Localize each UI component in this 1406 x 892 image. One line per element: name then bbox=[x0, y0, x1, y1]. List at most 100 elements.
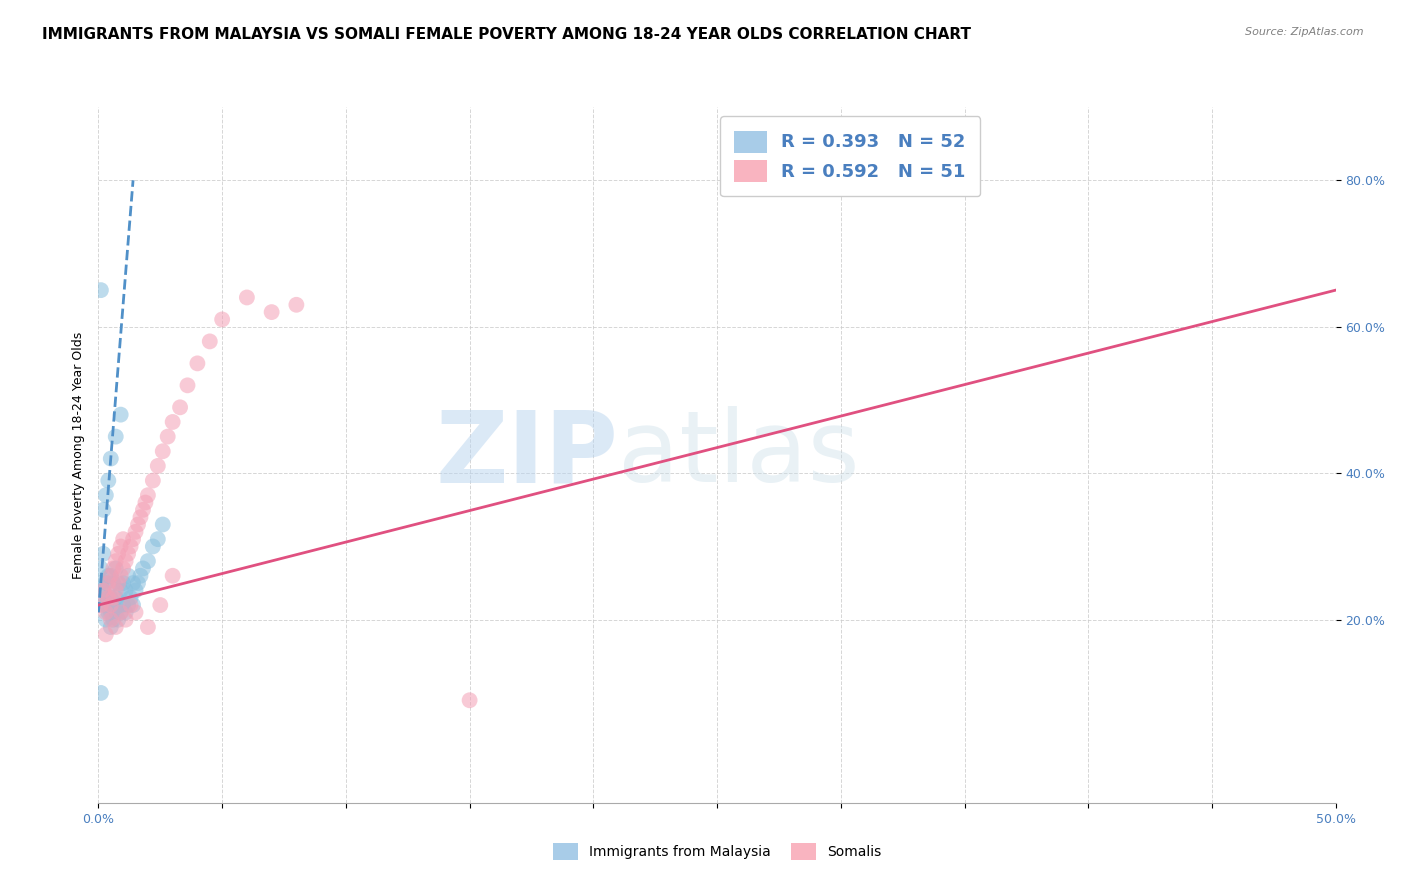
Point bbox=[97, 591, 120, 605]
Point bbox=[100, 620, 122, 634]
Point bbox=[94, 488, 117, 502]
Point bbox=[93, 583, 115, 598]
Point bbox=[94, 576, 117, 591]
Point bbox=[100, 591, 122, 605]
Point bbox=[104, 554, 127, 568]
Point bbox=[120, 591, 142, 605]
Point bbox=[152, 517, 174, 532]
Point bbox=[122, 576, 145, 591]
Point bbox=[176, 378, 198, 392]
Point bbox=[211, 312, 233, 326]
Point bbox=[127, 576, 149, 591]
Point bbox=[198, 334, 221, 349]
Point bbox=[236, 290, 259, 304]
Point bbox=[134, 495, 156, 509]
Point bbox=[97, 591, 120, 605]
Point bbox=[104, 429, 127, 443]
Point bbox=[162, 568, 184, 582]
Point bbox=[93, 583, 115, 598]
Point bbox=[103, 613, 125, 627]
Point bbox=[90, 598, 112, 612]
Point bbox=[100, 606, 122, 620]
Point bbox=[100, 568, 122, 582]
Point bbox=[122, 598, 145, 612]
Point bbox=[110, 408, 132, 422]
Point bbox=[90, 686, 112, 700]
Point bbox=[93, 547, 115, 561]
Point bbox=[104, 583, 127, 598]
Point bbox=[114, 554, 136, 568]
Point bbox=[107, 576, 129, 591]
Point bbox=[103, 591, 125, 605]
Y-axis label: Female Poverty Among 18-24 Year Olds: Female Poverty Among 18-24 Year Olds bbox=[72, 331, 84, 579]
Point bbox=[152, 444, 174, 458]
Point bbox=[124, 606, 146, 620]
Point bbox=[104, 561, 127, 575]
Point bbox=[136, 620, 159, 634]
Point bbox=[132, 503, 155, 517]
Point bbox=[107, 613, 129, 627]
Point bbox=[112, 576, 135, 591]
Point bbox=[94, 591, 117, 605]
Point bbox=[136, 488, 159, 502]
Point bbox=[162, 415, 184, 429]
Point bbox=[104, 606, 127, 620]
Point bbox=[97, 576, 120, 591]
Point bbox=[146, 532, 169, 546]
Point bbox=[260, 305, 283, 319]
Point bbox=[97, 568, 120, 582]
Point bbox=[90, 576, 112, 591]
Point bbox=[110, 583, 132, 598]
Legend: Immigrants from Malaysia, Somalis: Immigrants from Malaysia, Somalis bbox=[547, 838, 887, 865]
Point bbox=[93, 503, 115, 517]
Point bbox=[124, 524, 146, 539]
Text: ZIP: ZIP bbox=[436, 407, 619, 503]
Point bbox=[97, 474, 120, 488]
Point bbox=[93, 598, 115, 612]
Text: IMMIGRANTS FROM MALAYSIA VS SOMALI FEMALE POVERTY AMONG 18-24 YEAR OLDS CORRELAT: IMMIGRANTS FROM MALAYSIA VS SOMALI FEMAL… bbox=[42, 27, 972, 42]
Point bbox=[97, 606, 120, 620]
Point bbox=[110, 568, 132, 582]
Point bbox=[122, 532, 145, 546]
Point bbox=[114, 583, 136, 598]
Point bbox=[94, 627, 117, 641]
Point bbox=[129, 568, 152, 582]
Point bbox=[142, 474, 165, 488]
Point bbox=[104, 591, 127, 605]
Point bbox=[117, 598, 139, 612]
Point bbox=[146, 458, 169, 473]
Point bbox=[110, 540, 132, 554]
Point bbox=[169, 401, 191, 415]
Point bbox=[110, 606, 132, 620]
Point bbox=[103, 598, 125, 612]
Point bbox=[94, 598, 117, 612]
Point bbox=[107, 598, 129, 612]
Point bbox=[124, 583, 146, 598]
Text: atlas: atlas bbox=[619, 407, 859, 503]
Point bbox=[186, 356, 208, 370]
Point bbox=[100, 598, 122, 612]
Point bbox=[90, 283, 112, 297]
Point bbox=[90, 561, 112, 575]
Point bbox=[114, 606, 136, 620]
Point bbox=[112, 532, 135, 546]
Point bbox=[103, 561, 125, 575]
Point bbox=[120, 540, 142, 554]
Point bbox=[110, 606, 132, 620]
Point bbox=[129, 510, 152, 524]
Point bbox=[142, 540, 165, 554]
Point bbox=[127, 517, 149, 532]
Point bbox=[132, 561, 155, 575]
Point bbox=[156, 429, 179, 443]
Point bbox=[120, 598, 142, 612]
Point bbox=[285, 298, 308, 312]
Point bbox=[100, 613, 122, 627]
Point bbox=[100, 451, 122, 466]
Point bbox=[112, 598, 135, 612]
Point bbox=[107, 576, 129, 591]
Point bbox=[149, 598, 172, 612]
Point bbox=[104, 620, 127, 634]
Point bbox=[117, 568, 139, 582]
Point bbox=[103, 576, 125, 591]
Point bbox=[100, 568, 122, 582]
